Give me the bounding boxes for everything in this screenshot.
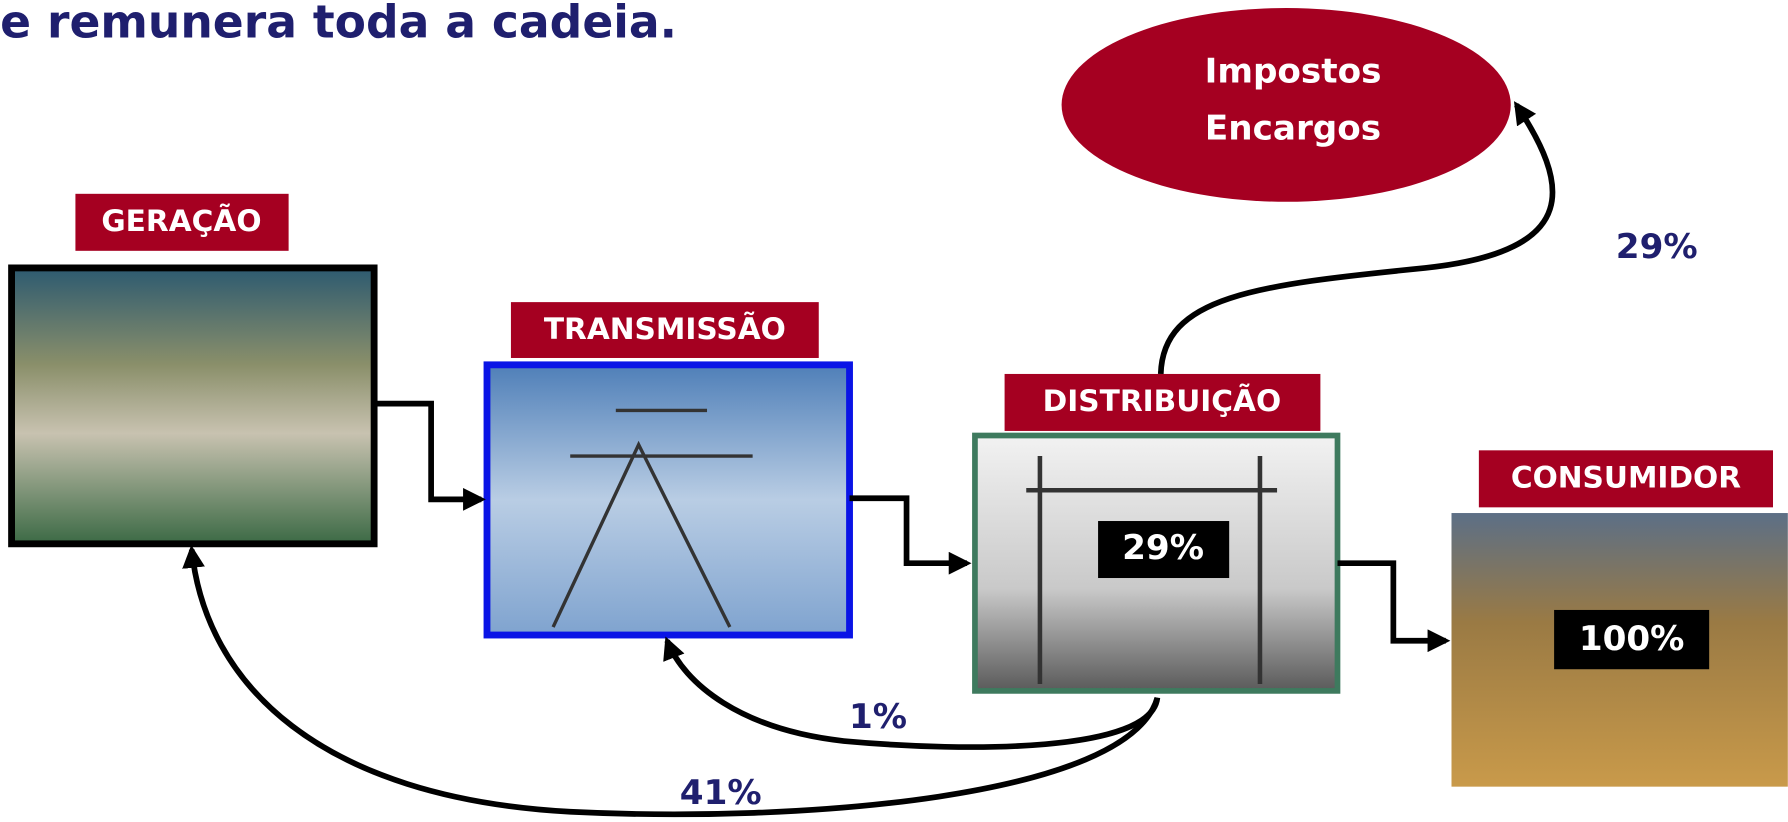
title: e remunera toda a cadeia. [0, 0, 677, 49]
tax-line: Impostos [1205, 51, 1382, 91]
node-label: CONSUMIDOR [1511, 459, 1741, 494]
tower [551, 408, 753, 628]
label-box [1478, 450, 1774, 508]
flow-label: 29% [1616, 227, 1698, 267]
arrow [1337, 560, 1451, 653]
transmission-image [483, 361, 853, 639]
arrow [849, 495, 972, 575]
arrow [374, 400, 486, 511]
node-label: DISTRIBUIÇÃO [1043, 382, 1282, 418]
tax-node [1061, 7, 1511, 202]
label-box [510, 302, 819, 358]
generation-image [8, 264, 378, 548]
arrow [182, 544, 1161, 818]
tower [1026, 456, 1278, 685]
node-label: GERAÇÃO [101, 202, 261, 238]
flow-label: 1% [849, 697, 907, 737]
node-label: TRANSMISSÃO [544, 310, 786, 346]
flow-label: 41% [680, 773, 762, 813]
share-box [1554, 609, 1710, 670]
share: 29% [1122, 528, 1204, 568]
label-box [75, 193, 289, 251]
arrow [663, 636, 1161, 750]
arrow [1157, 101, 1556, 375]
tax-line: Encargos [1205, 108, 1381, 148]
label-box [1004, 373, 1321, 431]
share-box [1098, 521, 1230, 579]
share: 100% [1579, 619, 1685, 659]
